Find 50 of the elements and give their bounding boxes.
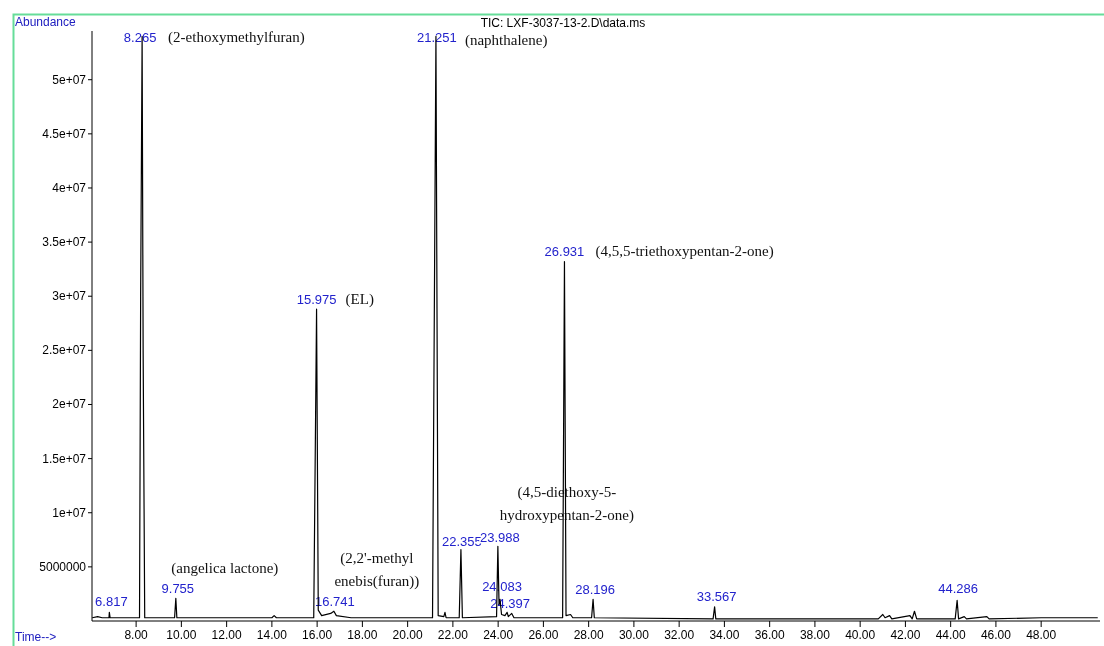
annotation: (2,2'-methyl enebis(furan)) <box>334 550 420 591</box>
x-tick-label: 22.00 <box>437 628 469 642</box>
x-axis-title: Time--> <box>15 630 57 644</box>
x-tick-label: 28.00 <box>573 628 604 642</box>
x-tick-label: 18.00 <box>347 628 378 642</box>
y-tick-label: 2e+07 <box>52 397 87 412</box>
annotation: 44.286 <box>938 581 979 597</box>
y-axis-title: Abundance <box>15 15 77 29</box>
y-tick-label: 3e+07 <box>52 289 87 304</box>
annotation: 21.251 <box>417 30 457 46</box>
annotation: (angelica lactone) <box>171 560 279 578</box>
x-tick-label: 46.00 <box>980 628 1012 642</box>
x-tick-label: 30.00 <box>618 628 650 642</box>
x-tick-label: 44.00 <box>935 628 967 642</box>
y-tick-label: 1e+07 <box>52 505 87 520</box>
chart-title: TIC: LXF-3037-13-2.D\data.ms <box>480 16 646 30</box>
x-tick-label: 10.00 <box>166 628 197 642</box>
x-tick-label: 38.00 <box>799 628 831 642</box>
annotation: 28.196 <box>575 582 615 598</box>
x-tick-label: 48.00 <box>1026 628 1057 642</box>
y-tick-label: 4.5e+07 <box>42 126 87 141</box>
y-tick-label: 3.5e+07 <box>42 235 87 250</box>
x-tick-label: 8.00 <box>124 628 149 642</box>
y-tick-label: 1.5e+07 <box>42 451 87 466</box>
y-tick-label: 5e+07 <box>52 72 87 87</box>
x-tick-label: 40.00 <box>845 628 876 642</box>
annotation: 8.265 <box>123 30 157 46</box>
x-tick-label: 24.00 <box>483 628 514 642</box>
y-tick-label: 2.5e+07 <box>42 343 87 358</box>
x-tick-label: 14.00 <box>256 628 288 642</box>
annotation: (naphthalene) <box>464 32 548 50</box>
y-tick-label: 5000000 <box>39 559 87 574</box>
x-tick-label: 34.00 <box>709 628 740 642</box>
x-tick-label: 12.00 <box>211 628 242 642</box>
x-tick-label: 36.00 <box>754 628 785 642</box>
x-tick-label: 20.00 <box>392 628 423 642</box>
x-tick-label: 32.00 <box>664 628 695 642</box>
x-tick-label: 42.00 <box>890 628 921 642</box>
y-tick-label: 4e+07 <box>52 180 87 195</box>
x-tick-label: 26.00 <box>528 628 559 642</box>
x-tick-label: 16.00 <box>302 628 333 642</box>
annotation: 26.931 <box>544 243 585 259</box>
annotation: 6.817 <box>95 594 128 610</box>
annotation: 9.755 <box>161 581 195 597</box>
annotation: (4,5,5-triethoxypentan-2-one) <box>595 242 774 260</box>
annotation: 22.355 <box>442 533 482 549</box>
annotation: 33.567 <box>696 588 737 604</box>
annotation: (2-ethoxymethylfuran) <box>168 29 305 47</box>
annotation: (EL) <box>345 291 374 309</box>
annotation: 15.975 <box>296 292 337 308</box>
